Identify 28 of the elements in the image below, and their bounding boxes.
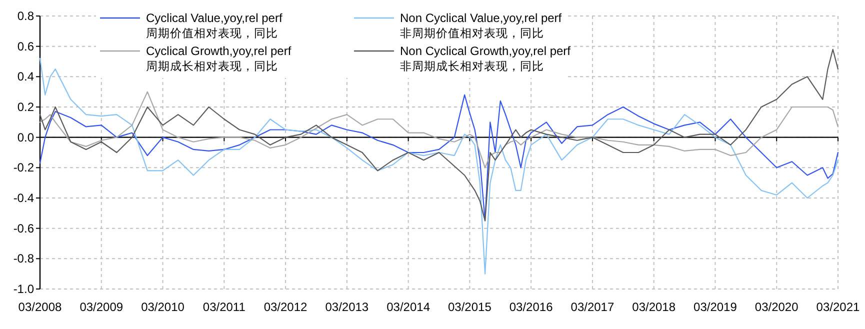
legend-label: Cyclical Growth,yoy,rel perf 周期成长相对表现，同比: [146, 44, 292, 73]
x-tick-label: 03/2020: [754, 300, 799, 314]
y-tick-label: 0.2: [17, 100, 34, 114]
x-tick-label: 03/2018: [632, 300, 676, 314]
y-tick-label: -0.4: [13, 191, 34, 205]
y-tick-label: 0.8: [17, 9, 34, 23]
x-tick-label: 03/2014: [386, 300, 430, 314]
x-tick-label: 03/2009: [80, 300, 124, 314]
x-tick-label: 03/2015: [448, 300, 492, 314]
y-tick-label: 0.0: [17, 130, 34, 144]
y-tick-label: -0.2: [13, 160, 34, 175]
legend-label: Non Cyclical Growth,yoy,rel perf 非周期成长相对表现，同比: [400, 44, 572, 73]
x-tick-label: 03/2010: [141, 300, 185, 314]
x-tick-label: 03/2019: [694, 300, 738, 314]
legend-label: Cyclical Value,yoy,rel perf 周期价值相对表现，同比: [146, 11, 283, 40]
x-tick-label: 03/2011: [202, 300, 246, 314]
y-tick-label: 0.6: [17, 39, 34, 54]
y-tick-label: 0.4: [17, 70, 34, 84]
x-tick-label: 03/2013: [325, 300, 369, 314]
y-tick-label: -0.8: [13, 252, 34, 266]
legend-label: Non Cyclical Value,yoy,rel perf 非周期价值相对表现，同比: [400, 11, 562, 40]
x-tick-label: 03/2017: [570, 300, 614, 314]
x-tick-label: 03/2021: [816, 300, 860, 314]
x-tick-label: 03/2016: [509, 300, 554, 314]
x-tick-label: 03/2008: [18, 300, 62, 314]
y-tick-label: -0.6: [13, 221, 34, 236]
y-tick-label: -1.0: [13, 282, 34, 296]
x-tick-label: 03/2012: [264, 300, 308, 314]
